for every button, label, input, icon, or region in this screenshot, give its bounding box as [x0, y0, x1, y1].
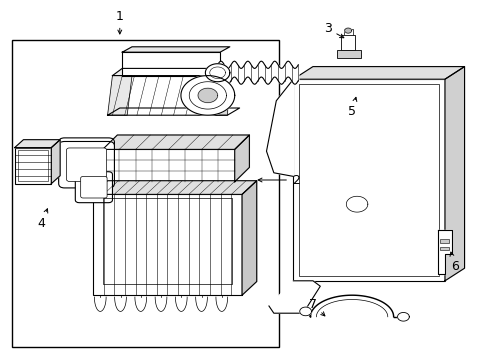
- FancyBboxPatch shape: [81, 176, 107, 198]
- Bar: [102, 198, 232, 284]
- FancyBboxPatch shape: [66, 148, 106, 181]
- Bar: [18, 150, 48, 181]
- Bar: [293, 79, 444, 281]
- Polygon shape: [198, 88, 217, 103]
- Text: 4: 4: [38, 209, 48, 230]
- Text: 2: 2: [258, 174, 299, 186]
- Text: 3: 3: [323, 22, 343, 38]
- Polygon shape: [346, 196, 367, 212]
- Polygon shape: [266, 79, 293, 176]
- Bar: [439, 239, 448, 243]
- Polygon shape: [299, 307, 311, 316]
- Polygon shape: [93, 181, 256, 194]
- Polygon shape: [51, 140, 60, 184]
- Text: 7: 7: [308, 298, 324, 316]
- Polygon shape: [102, 135, 249, 149]
- Polygon shape: [122, 47, 229, 52]
- FancyBboxPatch shape: [59, 138, 114, 184]
- Polygon shape: [122, 52, 220, 76]
- Bar: [15, 148, 51, 184]
- Polygon shape: [107, 108, 239, 115]
- Bar: [337, 50, 360, 58]
- Text: 1: 1: [116, 10, 123, 34]
- Text: 5: 5: [347, 97, 356, 118]
- Text: 6: 6: [449, 252, 458, 273]
- Polygon shape: [268, 281, 320, 313]
- Polygon shape: [205, 64, 229, 82]
- Polygon shape: [15, 140, 60, 148]
- Polygon shape: [437, 230, 451, 274]
- Polygon shape: [444, 67, 464, 281]
- Polygon shape: [397, 312, 408, 321]
- Polygon shape: [181, 76, 234, 115]
- Polygon shape: [107, 76, 132, 115]
- Polygon shape: [207, 76, 229, 115]
- Bar: [12, 40, 278, 347]
- FancyBboxPatch shape: [75, 172, 112, 203]
- Bar: [341, 35, 354, 50]
- Bar: [102, 149, 234, 182]
- FancyBboxPatch shape: [59, 141, 114, 188]
- Polygon shape: [112, 68, 220, 76]
- Bar: [343, 29, 352, 35]
- Bar: [93, 194, 242, 295]
- Polygon shape: [293, 67, 464, 79]
- Polygon shape: [344, 28, 351, 33]
- Bar: [439, 247, 448, 250]
- Bar: [299, 84, 438, 276]
- Polygon shape: [234, 135, 249, 182]
- Polygon shape: [242, 181, 256, 295]
